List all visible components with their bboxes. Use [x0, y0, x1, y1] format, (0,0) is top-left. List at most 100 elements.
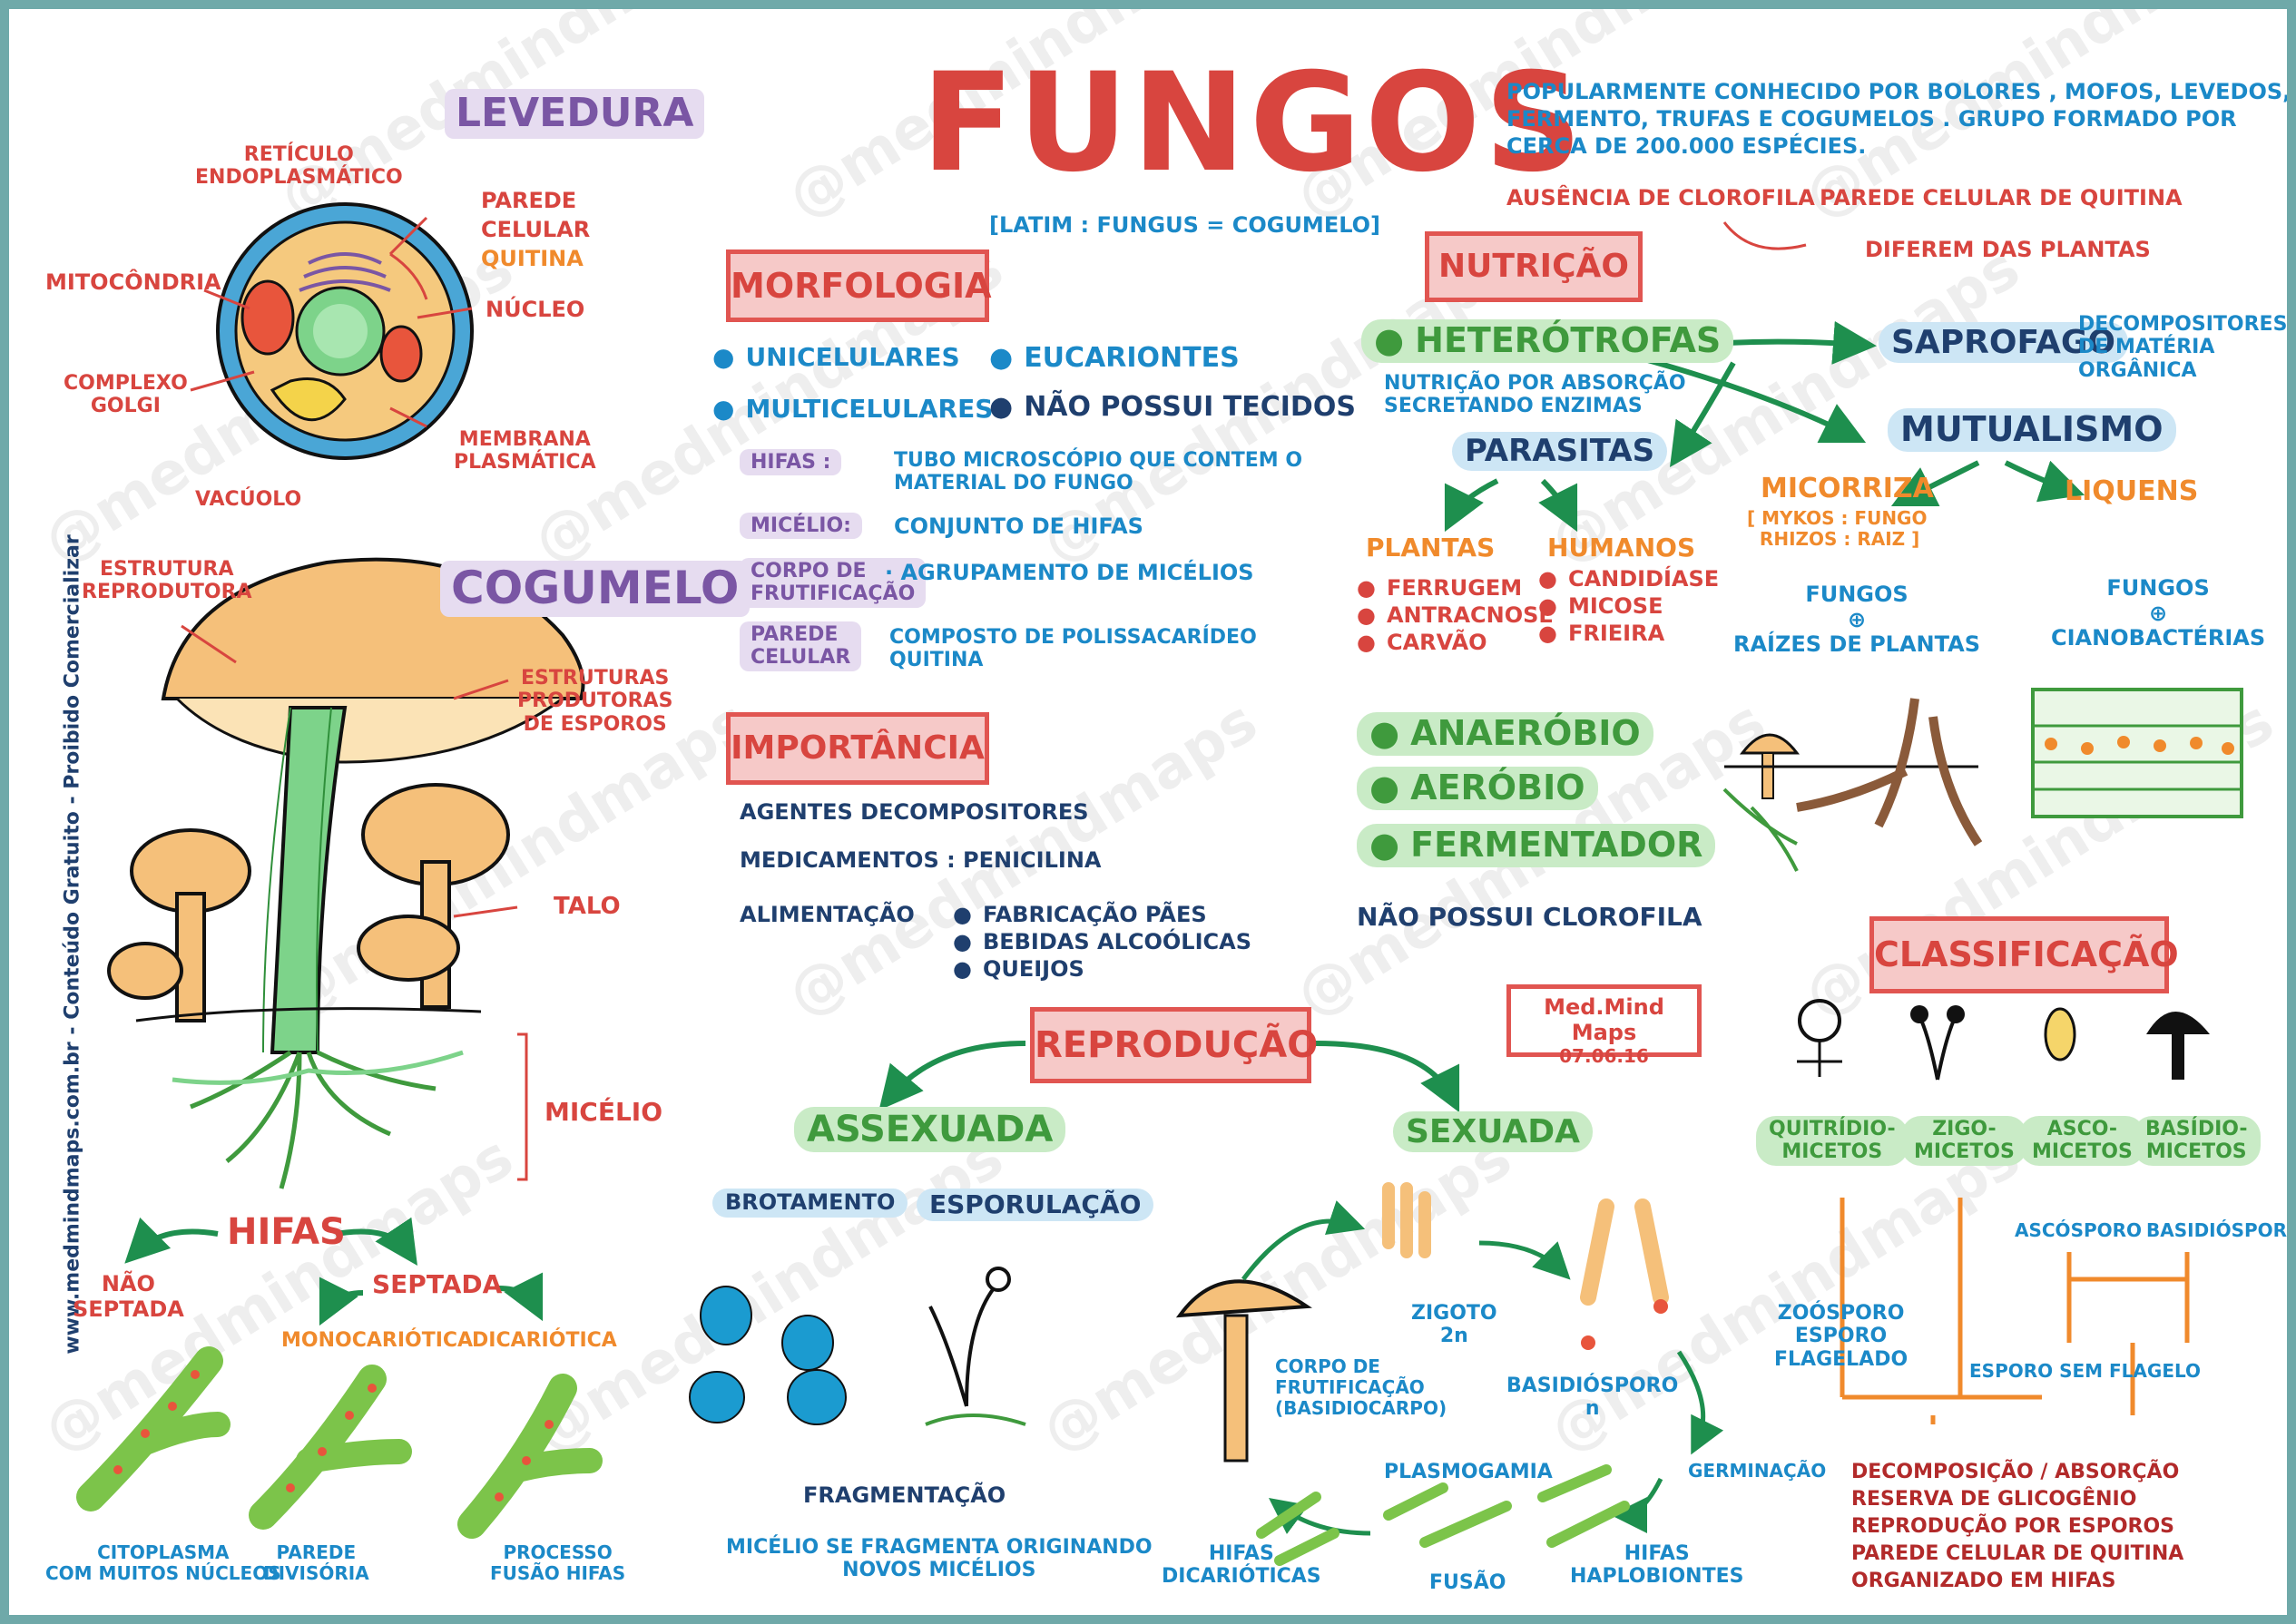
fragmentacao: FRAGMENTAÇÃO [803, 1482, 1006, 1508]
label-talo: TALO [554, 893, 621, 920]
morfologia-box: MORFOLOGIA [726, 249, 992, 322]
hyphae-drawings [76, 1346, 603, 1539]
fusao: FUSÃO [1429, 1571, 1506, 1594]
parasitas: PARASITAS [1452, 432, 1668, 472]
hifas-haplobiontes: HIFAS HAPLOBIONTES [1570, 1542, 1744, 1589]
septada: SEPTADA [372, 1269, 503, 1299]
eucariontes: EUCARIONTES [989, 342, 1240, 375]
summary-item: ORGANIZADO EM HIFAS [1851, 1570, 2116, 1592]
esporulacao: ESPORULAÇÃO [917, 1189, 1154, 1222]
importancia-title: IMPORTÂNCIA [731, 729, 985, 767]
humanos-item: FRIEIRA [1538, 621, 1664, 647]
hifas-title: HIFAS [227, 1211, 346, 1253]
stamp: Med.Mind Maps 07.06.16 [1506, 984, 1702, 1067]
decompositores: DECOMPOSITORES DE MATÉRIA ORGÂNICA [2078, 313, 2288, 382]
reproduction-arrows [124, 1041, 1460, 1326]
label-estruturas: ESTRUTURAS PRODUTORAS DE ESPOROS [517, 667, 673, 736]
label-estrutura: ESTRUTURA REPRODUTORA [82, 558, 252, 604]
plantas-item: FERRUGEM [1357, 575, 1522, 602]
reproducao-box: REPRODUÇÃO [1030, 1007, 1319, 1083]
medicamentos: MEDICAMENTOS : PENICILINA [740, 847, 1102, 873]
nutricao-title: NUTRIÇÃO [1438, 248, 1629, 285]
plantas-item: ANTRACNOSE [1357, 602, 1554, 629]
morfologia-title: MORFOLOGIA [731, 266, 992, 306]
saprofago: SAPROFAGO [1879, 322, 2128, 364]
side-credit: www.medmindmaps.com.br - Conteúdo Gratui… [61, 534, 84, 1355]
micorriza-note: [ MYKOS : FUNGO RHIZOS : RAIZ ] [1747, 507, 1928, 550]
cogumelo-title: COGUMELO [440, 561, 751, 617]
label-reticulo: RETÍCULO ENDOPLASMÁTICO [195, 143, 403, 190]
basidiosporo-n: BASIDIÓSPORO n [1506, 1375, 1679, 1421]
corpo-frutificacao: CORPO DE FRUTIFICAÇÃO (BASIDIOCARPO) [1275, 1355, 1447, 1419]
label-parede: PAREDE [481, 188, 577, 213]
germinacao: GERMINAÇÃO [1688, 1460, 1827, 1482]
def-term-micelio: MICÉLIO: [740, 513, 862, 540]
esporo-sem-flagelo: ESPORO SEM FLAGELO [1969, 1360, 2202, 1382]
mutualismo: MUTUALISMO [1888, 408, 2176, 452]
hifas-dicarioticas: HIFAS DICARIÓTICAS [1162, 1542, 1321, 1589]
heterotrofas: HETERÓTROFAS [1361, 319, 1734, 363]
def-desc-parede: COMPOSTO DE POLISSACARÍDEO QUITINA [889, 626, 1257, 672]
mushroom-drawing [107, 557, 585, 1189]
nutricao-box: NUTRIÇÃO [1425, 231, 1643, 302]
importancia-box: IMPORTÂNCIA [726, 712, 989, 785]
multicelulares: MULTICELULARES [712, 394, 993, 424]
fungos-ciano: FUNGOS ⊕ CIANOBACTÉRIAS [2051, 575, 2266, 651]
group-asco: ASCO- MICETOS [2019, 1116, 2145, 1166]
group-zigo: ZIGO- MICETOS [1901, 1116, 2027, 1166]
label-nucleo: NÚCLEO [486, 297, 585, 322]
classificacao-box: CLASSIFICAÇÃO [1869, 916, 2179, 993]
page-subtitle: [LATIM : FUNGUS = COGUMELO] [989, 212, 1381, 238]
yeast-cell-drawing [216, 202, 474, 460]
anaerobio: ANAERÓBIO [1357, 712, 1653, 756]
intro-line3: CERCA DE 200.000 ESPÉCIES. [1506, 133, 1867, 159]
symbiosis-drawings [1722, 688, 2243, 872]
plantas-item: CARVÃO [1357, 630, 1487, 656]
nao-tecidos: NÃO POSSUI TECIDOS [989, 391, 1356, 424]
levedura-title: LEVEDURA [445, 89, 705, 139]
micorriza: MICORRIZA [1761, 473, 1934, 504]
chitin-wall: PAREDE CELULAR DE QUITINA [1820, 185, 2183, 210]
humanos: HUMANOS [1547, 533, 1696, 563]
alim-item: FABRICAÇÃO PÃES [953, 902, 1207, 928]
monocariotica: MONOCARIÓTICA [281, 1329, 474, 1352]
classification-icons [1797, 999, 2210, 1081]
classificacao-title: CLASSIFICAÇÃO [1874, 934, 2179, 974]
alimentacao: ALIMENTAÇÃO [740, 902, 915, 927]
unicelulares: UNICELULARES [712, 342, 959, 372]
def-term-hifas: HIFAS : [740, 449, 842, 476]
absence-chlorophyll: AUSÊNCIA DE CLOROFILA [1506, 185, 1815, 210]
label-citoplasma: CITOPLASMA COM MUITOS NÚCLEOS [45, 1541, 281, 1584]
nao-septada: NÃO SEPTADA [73, 1271, 184, 1322]
label-quitina: QUITINA [481, 246, 584, 271]
humanos-item: CANDIDÍASE [1538, 566, 1719, 592]
aerobio: AERÓBIO [1357, 767, 1598, 810]
agentes: AGENTES DECOMPOSITORES [740, 799, 1089, 825]
reproducao-title: REPRODUÇÃO [1035, 1024, 1319, 1066]
plantas: PLANTAS [1366, 533, 1496, 563]
label-parede-divisoria: PAREDE DIVISÓRIA [263, 1541, 369, 1584]
dicariotica: DICARIÓTICA [472, 1329, 617, 1352]
brotamento: BROTAMENTO [712, 1189, 908, 1218]
stamp-line1: Med.Mind Maps [1544, 994, 1664, 1045]
assexuada: ASSEXUADA [794, 1107, 1066, 1152]
def-desc-micelio: CONJUNTO DE HIFAS [894, 514, 1143, 539]
summary-item: REPRODUÇÃO POR ESPOROS [1851, 1515, 2175, 1538]
illustrations [76, 202, 2243, 1566]
summary-item: RESERVA DE GLICOGÊNIO [1851, 1488, 2137, 1511]
sexual-cycle-drawings [1175, 1182, 1724, 1566]
sexuada: SEXUADA [1393, 1111, 1594, 1153]
alim-item: BEBIDAS ALCOÓLICAS [953, 929, 1251, 955]
asexual-drawings [689, 1267, 1026, 1426]
fungos-raizes: FUNGOS ⊕ RAÍZES DE PLANTAS [1733, 582, 1981, 658]
fermentador: FERMENTADOR [1357, 824, 1716, 867]
liquens: LIQUENS [2065, 475, 2199, 507]
alim-item: QUEIJOS [953, 956, 1084, 983]
label-vacuolo: VACÚOLO [195, 488, 302, 511]
def-desc-hifas: TUBO MICROSCÓPIO QUE CONTEM O MATERIAL D… [894, 449, 1303, 495]
label-mitocondria: MITOCÔNDRIA [45, 269, 221, 295]
fragmentacao-desc: MICÉLIO SE FRAGMENTA ORIGINANDO NOVOS MI… [726, 1536, 1153, 1582]
page-title: FUNGOS [921, 44, 1586, 202]
label-celular: CELULAR [481, 217, 591, 242]
nutricao-absorcao: NUTRIÇÃO POR ABSORÇÃO SECRETANDO ENZIMAS [1384, 372, 1686, 418]
